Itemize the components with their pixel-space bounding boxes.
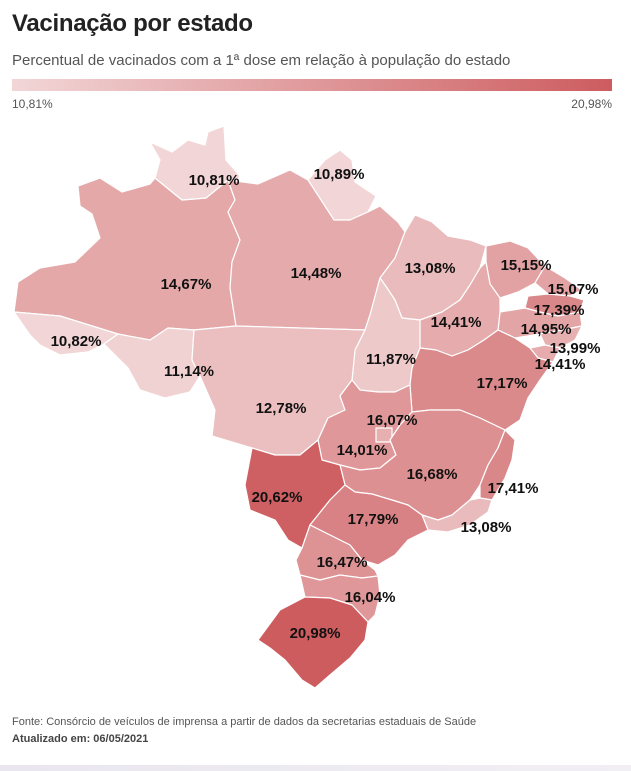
- label-RS: 20,98%: [290, 625, 341, 642]
- state-AC[interactable]: [13, 311, 119, 356]
- label-AP: 10,89%: [314, 166, 365, 183]
- label-CE: 15,15%: [501, 257, 552, 274]
- label-SE: 14,41%: [535, 356, 586, 373]
- label-RN: 15,07%: [548, 281, 599, 298]
- label-MG: 16,68%: [407, 466, 458, 483]
- chart-title: Vacinação por estado: [12, 10, 253, 37]
- label-DF: 14,01%: [337, 442, 388, 459]
- state-RJ[interactable]: [421, 497, 493, 533]
- label-PB: 17,39%: [534, 302, 585, 319]
- bottom-strip: [0, 765, 631, 771]
- legend-max-label: 20,98%: [571, 97, 612, 111]
- label-AC: 10,82%: [51, 333, 102, 350]
- state-RO[interactable]: [103, 327, 201, 399]
- label-TO: 11,87%: [366, 351, 416, 368]
- label-AM: 14,67%: [161, 276, 212, 293]
- source-note: Fonte: Consórcio de veículos de imprensa…: [12, 716, 477, 728]
- label-AL: 13,99%: [550, 340, 601, 357]
- color-scale-legend: [12, 79, 612, 91]
- label-PR: 16,47%: [317, 554, 368, 571]
- state-RR[interactable]: [149, 125, 241, 201]
- label-BA: 17,17%: [477, 375, 528, 392]
- label-ES: 17,41%: [488, 480, 539, 497]
- label-PE: 14,95%: [521, 321, 572, 338]
- label-MS: 20,62%: [252, 489, 303, 506]
- label-PA: 14,48%: [291, 265, 342, 282]
- label-SC: 16,04%: [345, 589, 396, 606]
- label-SP: 17,79%: [348, 511, 399, 528]
- label-GO: 16,07%: [367, 412, 418, 429]
- updated-note: Atualizado em: 06/05/2021: [12, 733, 149, 745]
- label-MA: 13,08%: [405, 260, 456, 277]
- legend-min-label: 10,81%: [12, 97, 53, 111]
- chart-subtitle: Percentual de vacinados com a 1ª dose em…: [12, 52, 511, 69]
- label-MT: 12,78%: [256, 400, 307, 417]
- label-PI: 14,41%: [431, 314, 482, 331]
- label-RR: 10,81%: [189, 172, 240, 189]
- label-RJ: 13,08%: [461, 519, 512, 536]
- state-RS[interactable]: [257, 596, 369, 689]
- label-RO: 11,14%: [164, 363, 214, 380]
